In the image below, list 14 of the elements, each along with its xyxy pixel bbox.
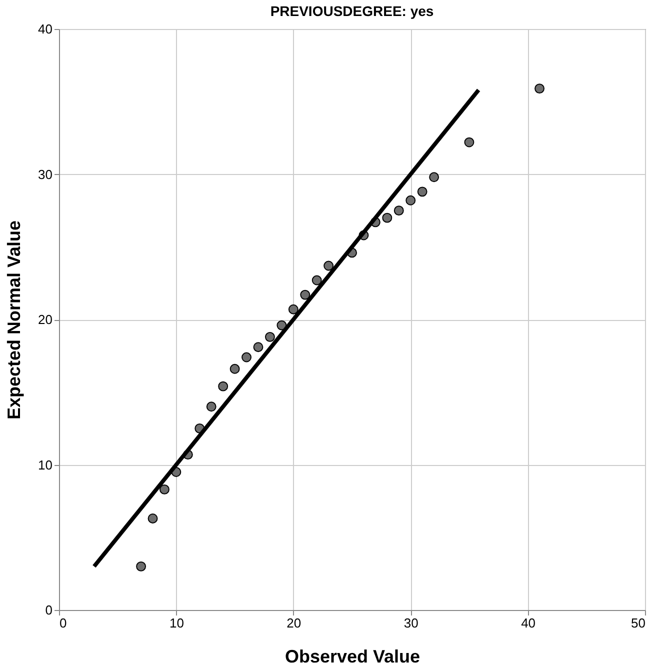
y-axis-title: Expected Normal Value [4,220,24,420]
x-tick-label: 50 [631,616,646,630]
y-tick-label: 30 [38,166,52,182]
x-tick-label: 40 [521,616,536,630]
x-axis-title: Observed Value [284,646,420,666]
y-tick-label: 20 [38,312,52,327]
chart-title: PREVIOUSDEGREE: yes [270,3,434,19]
y-tick-label: 0 [45,602,52,618]
x-tick-label: 0 [60,616,67,630]
x-tick-label: 20 [286,616,302,630]
x-tick-label: 10 [169,616,184,630]
x-tick-label: 30 [404,616,418,630]
y-tick-label: 10 [38,457,52,472]
y-tick-label: 40 [38,22,52,36]
